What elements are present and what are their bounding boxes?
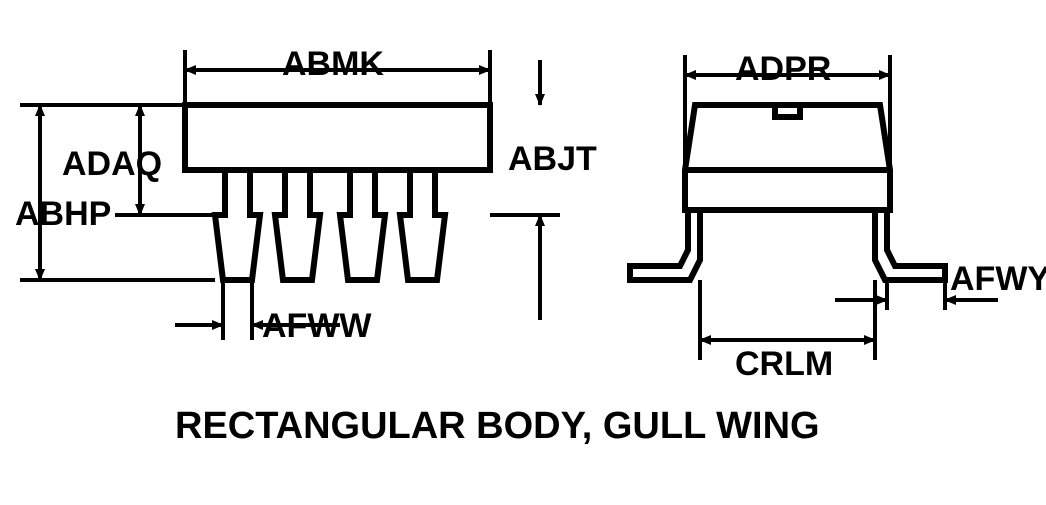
label-abhp: ABHP <box>15 195 111 234</box>
label-adpr: ADPR <box>735 50 831 89</box>
diagram-caption: RECTANGULAR BODY, GULL WING <box>175 405 820 448</box>
label-abmk: ABMK <box>282 45 384 84</box>
front-view <box>185 105 490 280</box>
label-adaq: ADAQ <box>62 145 162 184</box>
side-view <box>630 105 945 280</box>
label-afww: AFWW <box>262 307 372 346</box>
technical-diagram: ABMK ADAQ ABHP ABJT AFWW ADPR CRLM AFWY … <box>0 0 1046 505</box>
label-afwy: AFWY <box>950 260 1046 299</box>
label-abjt: ABJT <box>508 140 597 179</box>
label-crlm: CRLM <box>735 345 833 384</box>
